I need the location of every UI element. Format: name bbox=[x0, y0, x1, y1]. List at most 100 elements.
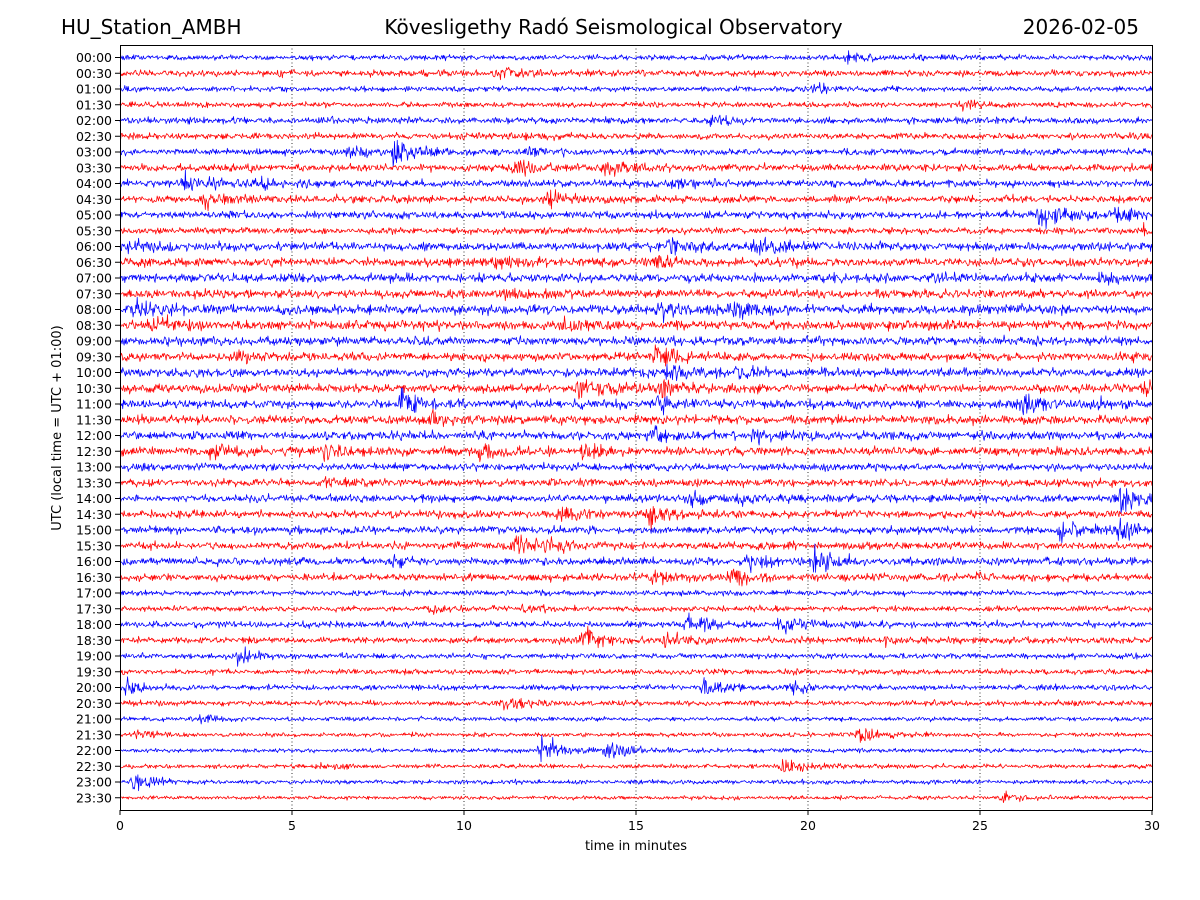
y-tick-label-23: 11:30 bbox=[76, 412, 112, 427]
y-tick-label-3: 01:30 bbox=[76, 97, 112, 112]
y-tick-label-42: 21:00 bbox=[76, 712, 112, 727]
y-tick-label-26: 13:00 bbox=[76, 460, 112, 475]
y-tick-label-47: 23:30 bbox=[76, 790, 112, 805]
trace-0430 bbox=[119, 189, 1153, 212]
trace-1800 bbox=[119, 612, 1153, 635]
trace-1200 bbox=[119, 425, 1153, 446]
y-tick-label-4: 02:00 bbox=[76, 113, 112, 128]
trace-2100 bbox=[119, 714, 1153, 725]
trace-1600 bbox=[119, 543, 1153, 574]
y-tick-label-12: 06:00 bbox=[76, 239, 112, 254]
y-tick-label-2: 01:00 bbox=[76, 82, 112, 97]
trace-1000 bbox=[119, 363, 1153, 382]
trace-0030 bbox=[119, 66, 1153, 81]
trace-1430 bbox=[119, 506, 1153, 531]
trace-1030 bbox=[119, 379, 1153, 400]
trace-0500 bbox=[119, 206, 1153, 230]
y-axis: 00:0000:3001:0001:3002:0002:3003:0003:30… bbox=[76, 50, 120, 805]
trace-2130 bbox=[119, 728, 1153, 743]
y-tick-label-17: 08:30 bbox=[76, 318, 112, 333]
y-tick-label-0: 00:00 bbox=[76, 50, 112, 65]
trace-0400 bbox=[119, 169, 1153, 191]
y-tick-label-9: 04:30 bbox=[76, 192, 112, 207]
trace-0000 bbox=[119, 50, 1153, 65]
y-tick-label-44: 22:00 bbox=[76, 743, 112, 758]
trace-1500 bbox=[119, 517, 1153, 544]
trace-0630 bbox=[119, 254, 1153, 270]
chart-title: Kövesligethy Radó Seismological Observat… bbox=[384, 15, 843, 39]
trace-0530 bbox=[119, 222, 1153, 237]
trace-2230 bbox=[119, 758, 1153, 773]
trace-2330 bbox=[119, 790, 1153, 804]
trace-0130 bbox=[119, 99, 1153, 112]
y-tick-label-34: 17:00 bbox=[76, 586, 112, 601]
trace-0200 bbox=[119, 114, 1153, 127]
y-tick-label-15: 07:30 bbox=[76, 286, 112, 301]
y-tick-label-22: 11:00 bbox=[76, 397, 112, 412]
y-tick-label-45: 22:30 bbox=[76, 759, 112, 774]
trace-1400 bbox=[119, 487, 1153, 515]
y-tick-label-38: 19:00 bbox=[76, 649, 112, 664]
seismic-traces bbox=[119, 50, 1153, 804]
trace-0730 bbox=[119, 287, 1153, 302]
y-tick-label-43: 21:30 bbox=[76, 727, 112, 742]
x-axis-label: time in minutes bbox=[585, 839, 687, 854]
x-tick-label-3: 15 bbox=[628, 818, 644, 833]
trace-0930 bbox=[119, 344, 1153, 367]
trace-0100 bbox=[119, 81, 1153, 95]
y-tick-label-6: 03:00 bbox=[76, 145, 112, 160]
trace-1930 bbox=[119, 667, 1153, 676]
y-tick-label-21: 10:30 bbox=[76, 381, 112, 396]
trace-0230 bbox=[119, 131, 1153, 142]
y-tick-label-8: 04:00 bbox=[76, 176, 112, 191]
trace-1300 bbox=[119, 461, 1153, 473]
trace-1130 bbox=[119, 408, 1153, 428]
trace-0600 bbox=[119, 236, 1153, 256]
station-name: HU_Station_AMBH bbox=[61, 15, 242, 39]
y-tick-label-36: 18:00 bbox=[76, 617, 112, 632]
y-tick-label-1: 00:30 bbox=[76, 66, 112, 81]
x-tick-label-4: 20 bbox=[800, 818, 816, 833]
y-tick-label-28: 14:00 bbox=[76, 491, 112, 506]
y-tick-label-7: 03:30 bbox=[76, 160, 112, 175]
y-tick-label-11: 05:30 bbox=[76, 223, 112, 238]
trace-0330 bbox=[119, 159, 1153, 177]
y-tick-label-29: 14:30 bbox=[76, 507, 112, 522]
trace-1830 bbox=[119, 625, 1153, 649]
trace-1700 bbox=[119, 589, 1153, 598]
trace-2000 bbox=[119, 676, 1153, 696]
y-axis-label: UTC (local time = UTC + 01:00) bbox=[50, 325, 65, 530]
trace-0700 bbox=[119, 271, 1153, 286]
trace-2300 bbox=[119, 774, 1153, 792]
chart-date: 2026-02-05 bbox=[1022, 15, 1139, 39]
y-tick-label-27: 13:30 bbox=[76, 475, 112, 490]
y-tick-label-37: 18:30 bbox=[76, 633, 112, 648]
trace-0830 bbox=[119, 314, 1153, 333]
y-tick-label-16: 08:00 bbox=[76, 302, 112, 317]
trace-0300 bbox=[119, 139, 1153, 168]
y-tick-label-46: 23:00 bbox=[76, 775, 112, 790]
x-tick-label-1: 5 bbox=[288, 818, 296, 833]
trace-2200 bbox=[119, 734, 1153, 763]
y-tick-label-30: 15:00 bbox=[76, 523, 112, 538]
trace-0900 bbox=[119, 334, 1153, 347]
trace-1630 bbox=[119, 568, 1153, 587]
trace-2030 bbox=[119, 697, 1153, 711]
trace-1330 bbox=[119, 476, 1153, 489]
y-tick-label-20: 10:00 bbox=[76, 365, 112, 380]
y-tick-label-40: 20:00 bbox=[76, 680, 112, 695]
y-tick-label-18: 09:00 bbox=[76, 334, 112, 349]
y-tick-label-14: 07:00 bbox=[76, 271, 112, 286]
x-tick-label-6: 30 bbox=[1144, 818, 1160, 833]
trace-1730 bbox=[119, 603, 1153, 615]
y-tick-label-24: 12:00 bbox=[76, 428, 112, 443]
y-tick-label-5: 02:30 bbox=[76, 129, 112, 144]
grid-lines bbox=[291, 45, 981, 810]
trace-1100 bbox=[119, 387, 1153, 416]
y-tick-label-19: 09:30 bbox=[76, 349, 112, 364]
x-tick-label-2: 10 bbox=[456, 818, 472, 833]
x-tick-label-0: 0 bbox=[116, 818, 124, 833]
y-tick-label-31: 15:30 bbox=[76, 538, 112, 553]
y-tick-label-41: 20:30 bbox=[76, 696, 112, 711]
